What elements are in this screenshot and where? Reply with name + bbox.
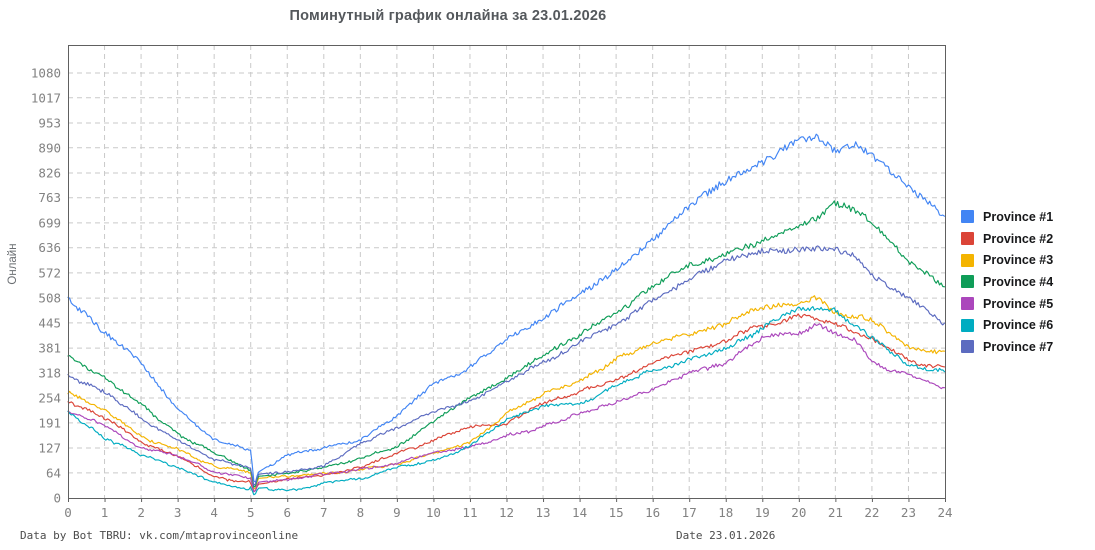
svg-text:890: 890 <box>38 140 61 155</box>
series-lines <box>67 133 946 496</box>
legend-item-province-1: Province #1 <box>961 206 1053 228</box>
svg-text:127: 127 <box>38 441 61 456</box>
legend: Province #1 Province #2 Province #3 Provinc… <box>961 206 1053 358</box>
svg-text:9: 9 <box>393 505 401 520</box>
series-line-province-6 <box>67 306 946 496</box>
svg-text:191: 191 <box>38 415 61 430</box>
svg-text:508: 508 <box>38 291 61 306</box>
svg-text:15: 15 <box>609 505 624 520</box>
legend-label: Province #7 <box>983 339 1054 354</box>
svg-text:17: 17 <box>682 505 697 520</box>
footer-credit: Data by Bot TBRU: vk.com/mtaprovinceonli… <box>20 529 299 542</box>
svg-text:7: 7 <box>320 505 328 520</box>
svg-text:12: 12 <box>499 505 514 520</box>
svg-text:826: 826 <box>38 165 61 180</box>
svg-text:381: 381 <box>38 341 61 356</box>
y-axis-tick-labels: 0 64 127 191 254 318 381 445 508 572 636 699 763 826 8… <box>31 66 61 506</box>
svg-text:0: 0 <box>53 491 61 506</box>
legend-label: Province #3 <box>983 253 1054 268</box>
plot-border <box>68 45 946 502</box>
svg-text:3: 3 <box>174 505 182 520</box>
svg-text:254: 254 <box>38 391 61 406</box>
legend-swatch <box>961 210 974 224</box>
svg-text:0: 0 <box>64 505 72 520</box>
legend-swatch <box>961 232 974 246</box>
legend-label: Province #5 <box>983 296 1054 311</box>
series-line-province-4 <box>67 200 946 488</box>
legend-label: Province #4 <box>983 274 1054 289</box>
svg-text:5: 5 <box>247 505 255 520</box>
series-line-province-7 <box>67 245 946 486</box>
svg-text:10: 10 <box>426 505 441 520</box>
svg-text:22: 22 <box>864 505 879 520</box>
svg-text:1080: 1080 <box>31 66 61 81</box>
legend-item-province-2: Province #2 <box>961 228 1053 250</box>
series-line-province-3 <box>67 295 946 490</box>
legend-swatch <box>961 253 974 267</box>
legend-swatch <box>961 297 974 311</box>
legend-swatch <box>961 275 974 289</box>
legend-label: Province #1 <box>983 209 1054 224</box>
footer-date: Date 23.01.2026 <box>676 529 776 542</box>
svg-text:20: 20 <box>791 505 806 520</box>
legend-item-province-7: Province #7 <box>961 336 1053 358</box>
series-line-province-1 <box>67 133 946 483</box>
svg-text:1017: 1017 <box>31 90 61 105</box>
svg-text:13: 13 <box>536 505 551 520</box>
svg-text:64: 64 <box>46 465 61 480</box>
series-line-province-2 <box>67 313 946 493</box>
svg-text:318: 318 <box>38 365 61 380</box>
chart-title: Поминутный график онлайна за 23.01.2026 <box>289 8 607 24</box>
legend-label: Province #2 <box>983 231 1054 246</box>
svg-text:19: 19 <box>755 505 770 520</box>
gridlines <box>68 45 945 498</box>
svg-text:23: 23 <box>901 505 916 520</box>
svg-text:699: 699 <box>38 215 61 230</box>
x-axis-tick-labels: 0 1 2 3 4 5 6 7 8 9 10 11 12 13 14 15 16 17 18 19 20 21 22 23 24 <box>64 505 952 520</box>
svg-text:21: 21 <box>828 505 843 520</box>
legend-item-province-6: Province #6 <box>961 314 1053 336</box>
svg-text:11: 11 <box>462 505 477 520</box>
svg-text:763: 763 <box>38 190 61 205</box>
svg-text:636: 636 <box>38 240 61 255</box>
svg-text:2: 2 <box>137 505 145 520</box>
legend-item-province-4: Province #4 <box>961 271 1053 293</box>
svg-text:24: 24 <box>937 505 952 520</box>
svg-text:6: 6 <box>283 505 291 520</box>
svg-text:445: 445 <box>38 315 61 330</box>
svg-text:953: 953 <box>38 115 61 130</box>
legend-swatch <box>961 340 974 354</box>
svg-text:16: 16 <box>645 505 660 520</box>
legend-label: Province #6 <box>983 318 1054 333</box>
series-line-province-5 <box>67 323 946 493</box>
svg-text:1: 1 <box>101 505 109 520</box>
svg-text:572: 572 <box>38 265 61 280</box>
legend-swatch <box>961 318 974 332</box>
svg-text:18: 18 <box>718 505 733 520</box>
legend-item-province-5: Province #5 <box>961 293 1053 315</box>
svg-text:4: 4 <box>210 505 218 520</box>
legend-item-province-3: Province #3 <box>961 249 1053 271</box>
svg-text:8: 8 <box>357 505 365 520</box>
svg-text:14: 14 <box>572 505 587 520</box>
